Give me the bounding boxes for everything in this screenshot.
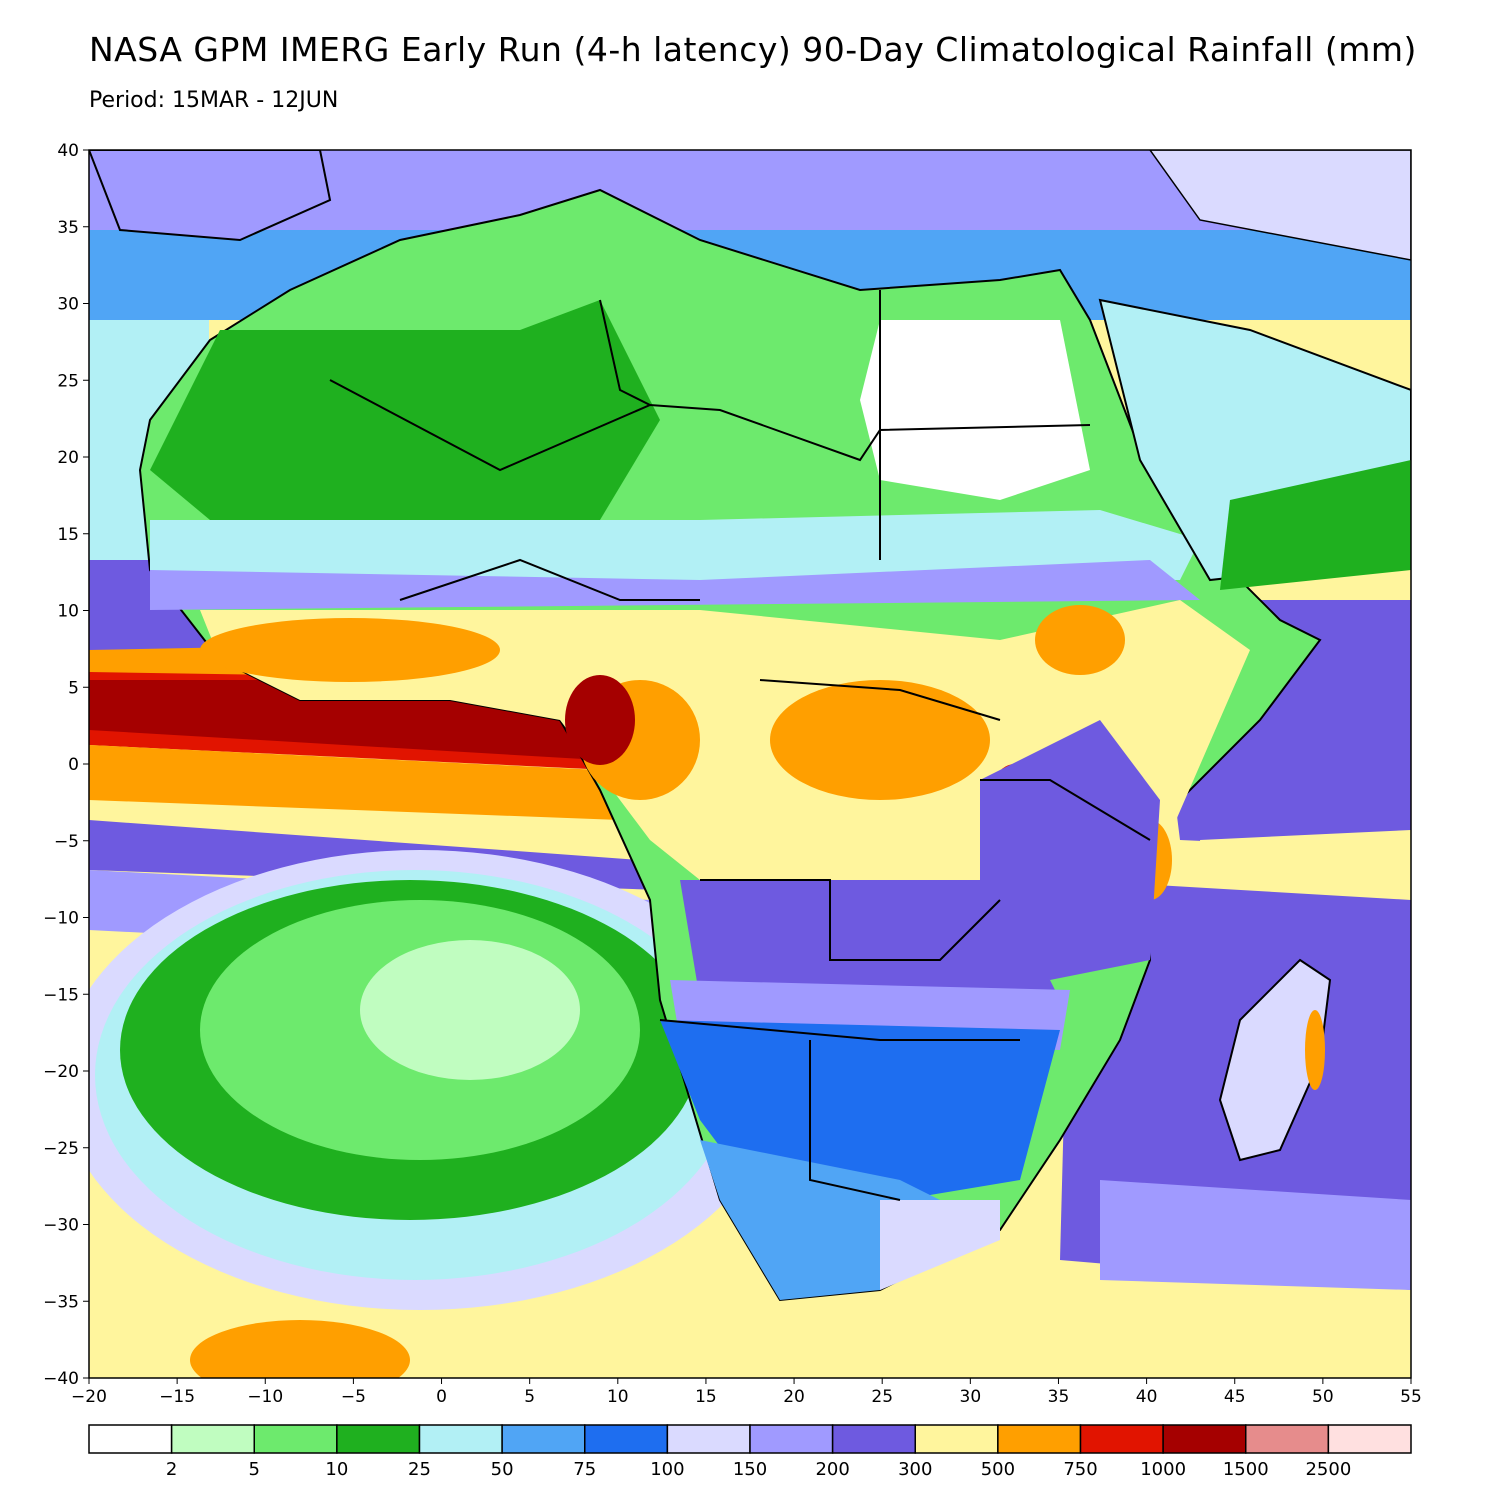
colorbar-label: 100 xyxy=(650,1459,684,1480)
x-tick-label: 10 xyxy=(607,1387,629,1407)
colorbar-swatch xyxy=(1327,1424,1412,1454)
colorbar-label: 5 xyxy=(249,1459,260,1480)
x-tick-label: −20 xyxy=(71,1387,107,1407)
colorbar-label: 500 xyxy=(981,1459,1015,1480)
colorbar-label: 150 xyxy=(733,1459,767,1480)
colorbar-label: 50 xyxy=(491,1459,514,1480)
x-axis-ticks: −20 −15 −10 −5 0 5 10 15 20 25 30 35 40 45 50 55 xyxy=(71,1378,1422,1407)
x-tick-label: 0 xyxy=(436,1387,447,1407)
figure-title: NASA GPM IMERG Early Run (4-h latency) 9… xyxy=(89,30,1417,69)
colorbar-swatch xyxy=(88,1424,173,1454)
colorbar-swatch xyxy=(418,1424,503,1454)
y-tick-label: 35 xyxy=(57,218,79,238)
colorbar-swatch xyxy=(253,1424,338,1454)
y-tick-label: −40 xyxy=(43,1369,79,1389)
colorbar-label: 2 xyxy=(166,1459,177,1480)
y-tick-label: −35 xyxy=(43,1292,79,1312)
y-tick-label: 5 xyxy=(68,678,79,698)
colorbar-swatch xyxy=(914,1424,999,1454)
x-tick-label: 50 xyxy=(1312,1387,1334,1407)
colorbar-label: 1000 xyxy=(1140,1459,1186,1480)
colorbar-swatch xyxy=(1079,1424,1164,1454)
x-tick-label: 55 xyxy=(1400,1387,1422,1407)
colorbar-swatch xyxy=(501,1424,586,1454)
y-tick-label: −25 xyxy=(43,1139,79,1159)
y-tick-label: 30 xyxy=(57,295,79,315)
x-tick-label: 5 xyxy=(524,1387,535,1407)
x-tick-label: 15 xyxy=(695,1387,717,1407)
colorbar-swatch xyxy=(831,1424,916,1454)
x-tick-label: −10 xyxy=(247,1387,283,1407)
x-tick-label: 30 xyxy=(960,1387,982,1407)
colorbar-label: 10 xyxy=(325,1459,348,1480)
y-tick-label: 15 xyxy=(57,525,79,545)
y-tick-label: −15 xyxy=(43,985,79,1005)
y-tick-label: −20 xyxy=(43,1062,79,1082)
colorbar-swatch xyxy=(1162,1424,1247,1454)
colorbar-swatch xyxy=(666,1424,751,1454)
colorbar-label: 750 xyxy=(1063,1459,1097,1480)
x-tick-label: −15 xyxy=(159,1387,195,1407)
colorbar-swatch xyxy=(1245,1424,1330,1454)
y-tick-label: 0 xyxy=(68,755,79,775)
colorbar-swatch xyxy=(170,1424,255,1454)
x-tick-label: −5 xyxy=(341,1387,366,1407)
colorbar-swatch xyxy=(336,1424,421,1454)
y-tick-label: 10 xyxy=(57,602,79,622)
y-tick-label: −30 xyxy=(43,1216,79,1236)
colorbar-swatch xyxy=(749,1424,834,1454)
colorbar-label: 75 xyxy=(573,1459,596,1480)
y-tick-label: −10 xyxy=(43,909,79,929)
colorbar-label: 1500 xyxy=(1223,1459,1269,1480)
y-tick-label: 25 xyxy=(57,371,79,391)
colorbar: 2 5 10 25 50 75 100 150 200 300 500 750 1000 1500 2500 xyxy=(88,1424,1412,1480)
figure-subtitle: Period: 15MAR - 12JUN xyxy=(89,88,339,113)
x-tick-label: 45 xyxy=(1224,1387,1246,1407)
colorbar-label: 300 xyxy=(898,1459,932,1480)
y-tick-label: 20 xyxy=(57,448,79,468)
colorbar-label: 200 xyxy=(815,1459,849,1480)
x-tick-label: 25 xyxy=(871,1387,893,1407)
colorbar-label: 25 xyxy=(408,1459,431,1480)
madagascar xyxy=(1218,958,1332,1162)
map-field xyxy=(89,150,1411,1378)
colorbar-label: 2500 xyxy=(1305,1459,1351,1480)
y-tick-label: 40 xyxy=(57,141,79,161)
x-tick-label: 20 xyxy=(783,1387,805,1407)
y-axis-ticks: 40 35 30 25 20 15 10 5 0 −5 −10 −15 −20 −25 −30 −35 −40 xyxy=(43,141,89,1389)
colorbar-swatch xyxy=(997,1424,1082,1454)
x-tick-label: 35 xyxy=(1048,1387,1070,1407)
y-tick-label: −5 xyxy=(54,832,79,852)
colorbar-swatch xyxy=(584,1424,669,1454)
x-tick-label: 40 xyxy=(1136,1387,1158,1407)
